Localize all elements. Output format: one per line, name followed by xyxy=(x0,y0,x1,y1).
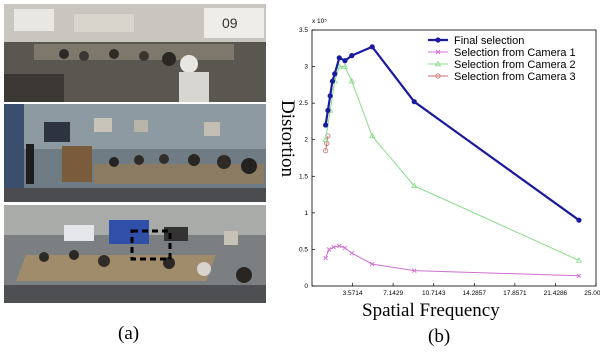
data-point xyxy=(323,122,329,128)
data-point xyxy=(329,78,336,84)
data-point xyxy=(349,53,355,59)
legend-entry: Final selection xyxy=(428,35,524,47)
data-point xyxy=(411,182,418,188)
data-point xyxy=(336,243,342,249)
caption-b: (b) xyxy=(428,326,451,347)
series-line xyxy=(325,66,580,261)
series-3 xyxy=(323,133,331,154)
caption-a: (a) xyxy=(118,323,140,344)
series-line xyxy=(325,245,580,277)
data-point xyxy=(326,247,332,252)
data-point xyxy=(434,60,442,67)
legend-entry: Selection from Camera 1 xyxy=(428,47,576,59)
data-point xyxy=(341,63,349,69)
data-point xyxy=(336,55,342,61)
selection-box xyxy=(130,229,172,261)
x-tick-label: 3.5714 xyxy=(343,290,363,297)
data-point xyxy=(575,256,583,263)
x-tick-label: 21.4286 xyxy=(544,290,568,297)
data-point xyxy=(349,250,355,256)
legend-label: Selection from Camera 1 xyxy=(454,47,576,59)
plot-frame xyxy=(311,29,597,287)
data-point xyxy=(322,136,329,142)
y-tick-label: 2.5 xyxy=(299,100,308,107)
legend-label: Final selection xyxy=(454,35,524,47)
x-tick-label: 10.7143 xyxy=(422,290,446,297)
data-point xyxy=(332,71,338,77)
data-point xyxy=(576,273,582,279)
data-point xyxy=(435,37,441,43)
camera-view-top: 09 xyxy=(4,4,266,102)
x-tick-label: 14.2857 xyxy=(463,290,487,297)
data-point xyxy=(327,93,333,99)
camera-view-middle xyxy=(4,104,266,202)
series-2 xyxy=(322,63,583,263)
data-point xyxy=(342,58,348,64)
x-axis-label: Spatial Frequency xyxy=(362,300,500,321)
x-tick-label: 7.1429 xyxy=(383,290,403,297)
data-point xyxy=(348,77,355,84)
data-point xyxy=(342,245,348,251)
legend-entry: Selection from Camera 2 xyxy=(428,59,576,71)
chart-axes: 0 0.5 1 1.5 2 2.5 3 3.5 3.5714 7.1429 10.7143 14.28… xyxy=(299,27,600,297)
y-tick-label: 1 xyxy=(304,210,308,217)
legend-label: Selection from Camera 3 xyxy=(454,71,576,83)
series-0 xyxy=(323,44,582,223)
y-tick-label: 3.5 xyxy=(299,27,308,34)
x-tick-label: 17.8571 xyxy=(503,290,527,297)
y-axis-label: Distortion xyxy=(277,100,298,178)
y-tick-label: 0 xyxy=(304,283,308,290)
legend-entry: Selection from Camera 3 xyxy=(428,71,576,83)
data-point xyxy=(325,107,331,114)
data-point xyxy=(323,255,328,261)
data-point xyxy=(331,244,336,250)
wall-logo: 09 xyxy=(222,15,238,31)
y-tick-label: 0.5 xyxy=(299,246,308,253)
data-point xyxy=(323,148,329,154)
data-point xyxy=(336,63,343,69)
y-axis-exponent: x 10⁵ xyxy=(312,18,327,25)
y-tick-label: 1.5 xyxy=(299,173,308,180)
data-point xyxy=(369,44,375,50)
data-point xyxy=(576,217,582,223)
y-tick-label: 2 xyxy=(304,137,308,144)
data-point xyxy=(435,73,441,79)
data-point xyxy=(411,99,417,105)
distortion-chart: 0 0.5 1 1.5 2 2.5 3 3.5 3.5714 7.1429 10.7143 14.28… xyxy=(277,18,600,321)
data-point xyxy=(369,261,375,267)
x-tick-label: 25.0000 xyxy=(584,290,600,297)
series-1 xyxy=(323,243,582,279)
data-point xyxy=(411,268,417,273)
y-tick-label: 3 xyxy=(304,64,308,71)
camera-view-bottom xyxy=(4,205,266,303)
data-point xyxy=(435,49,441,55)
data-point xyxy=(369,132,376,139)
chart-series xyxy=(322,44,583,279)
legend-label: Selection from Camera 2 xyxy=(454,59,576,71)
